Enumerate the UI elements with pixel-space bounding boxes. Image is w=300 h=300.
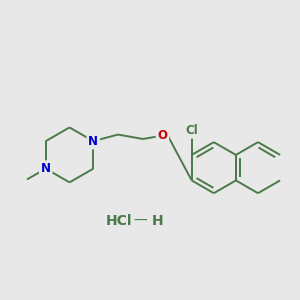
Text: —: — <box>133 214 147 228</box>
Text: N: N <box>41 162 51 175</box>
Text: N: N <box>88 135 98 148</box>
Text: HCl: HCl <box>105 214 132 228</box>
Text: Cl: Cl <box>185 124 198 137</box>
Text: H: H <box>152 214 164 228</box>
Text: O: O <box>158 129 167 142</box>
